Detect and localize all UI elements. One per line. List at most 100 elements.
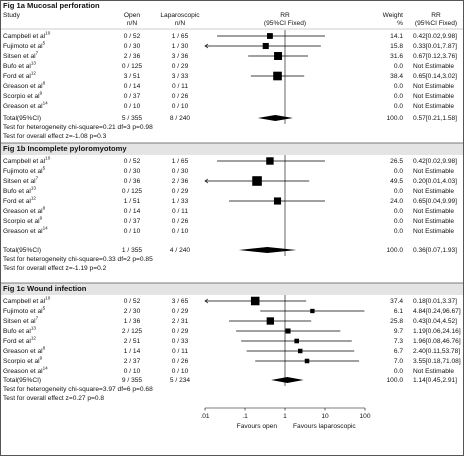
open-count: 2 / 37 [124,358,141,365]
overall-test: Test for overall effect z=0.27 p=0.8 [3,395,104,402]
study-name-text: Fujimoto et al [3,43,43,50]
open-count: 5 / 355 [122,115,142,122]
x-tick-label: 100 [359,413,370,420]
lap-count: 0 / 29 [172,308,189,315]
rr-ci: 0.18[0.01,3.37] [413,298,457,305]
panel-title: Fig 1c Wound infection [3,284,87,293]
study-name: Ford et al12 [3,71,36,80]
x-tick-label: .01 [200,413,209,420]
open-count: 9 / 355 [122,377,142,384]
study-ref: 9 [40,356,43,361]
study-ref: 13 [31,186,37,191]
rr-ci: 1.96[0.08,46.76] [413,338,461,345]
lap-count: 0 / 33 [172,338,189,345]
study-name-text: Fujimoto et al [3,308,43,315]
study-name-text: Ford et al [3,198,31,205]
study-name: Bufo et al13 [3,186,36,195]
total-label: Total(95%CI) [3,115,41,122]
open-count: 0 / 10 [124,228,141,235]
study-ref: 12 [31,336,37,341]
weight: 7.3 [394,338,403,345]
rr-ci: 0.65[0.04,9.99] [413,198,457,205]
open-count: 0 / 52 [124,33,141,40]
weight: 38.4 [390,73,403,80]
study-name: Fujimoto et al5 [3,41,46,50]
weight: 100.0 [386,247,403,254]
rr-ci: Not Estimable [413,63,454,70]
study-ref: 12 [31,71,37,76]
rr-ci: 1.14[0.45,2.91] [413,377,457,384]
study-name: Greason et al14 [3,366,48,375]
weight: 7.0 [394,358,403,365]
arrow [204,43,209,49]
study-name: Ford et al12 [3,196,36,205]
weight: 49.5 [390,178,403,185]
open-count: 0 / 10 [124,103,141,110]
study-name: Greason et al8 [3,81,46,90]
open-count: 2 / 51 [124,338,141,345]
heterogeneity-test: Test for heterogeneity chi-square=0.21 d… [3,124,153,131]
header-plot: (95%CI Fixed) [264,20,306,27]
study-ref: 14 [43,366,49,371]
rr-ci: Not Estimable [413,93,454,100]
study-name-text: Scorpio et al [3,218,40,225]
rr-ci: Not Estimable [413,208,454,215]
study-ref: 13 [31,61,37,66]
pooled-diamond [238,247,297,253]
arrow [204,178,209,184]
lap-count: 1 / 65 [172,33,189,40]
rr-ci: 0.57[0.21,1.58] [413,115,457,122]
open-count: 2 / 30 [124,308,141,315]
heterogeneity-test: Test for heterogeneity chi-square=3.97 d… [3,386,153,393]
rr-ci: Not Estimable [413,188,454,195]
study-name-text: Greason et al [3,208,43,215]
header-lap: n/N [175,20,185,27]
study-ref: 10 [45,296,51,301]
study-square [310,308,315,314]
study-square [262,42,269,50]
lap-count: 3 / 36 [172,53,189,60]
study-name-text: Bufo et al [3,328,31,335]
rr-ci: 0.43[0.04,4.52] [413,318,457,325]
weight: 37.4 [390,298,403,305]
weight: 100.0 [386,377,403,384]
open-count: 0 / 36 [124,178,141,185]
open-count: 0 / 37 [124,218,141,225]
study-name-text: Fujimoto et al [3,168,43,175]
weight: 0.0 [394,368,403,375]
study-ref: 7 [36,176,39,181]
x-label-left: Favours open [237,423,278,430]
header-rr: (95%CI Fixed) [415,20,457,27]
study-name: Campbell et al10 [3,156,51,165]
header-rr: RR [431,12,441,19]
study-name: Sitsen et al7 [3,176,39,185]
study-name-text: Ford et al [3,338,31,345]
study-name-text: Ford et al [3,73,31,80]
study-ref: 8 [43,206,46,211]
rr-ci: 0.42[0.02,9.98] [413,158,457,165]
lap-count: 0 / 26 [172,93,189,100]
study-name-text: Greason et al [3,103,43,110]
rr-ci: 0.20[0.01,4.03] [413,178,457,185]
open-count: 2 / 36 [124,53,141,60]
rr-ci: 3.55[0.18,71.08] [413,358,461,365]
open-count: 0 / 10 [124,368,141,375]
weight: 0.0 [394,83,403,90]
header-weight: % [397,20,403,27]
study-name-text: Campbell et al [3,158,46,165]
open-count: 1 / 14 [124,348,141,355]
study-square [285,328,291,334]
study-name: Greason et al8 [3,206,46,215]
heterogeneity-test: Test for heterogeneity chi-square=0.33 d… [3,256,153,263]
study-ref: 8 [43,81,46,86]
lap-count: 0 / 10 [172,368,189,375]
x-tick-label: 10 [321,413,329,420]
lap-count: 2 / 36 [172,178,189,185]
study-name-text: Greason et al [3,368,43,375]
lap-count: 0 / 11 [172,83,188,90]
study-square [273,71,282,81]
study-ref: 5 [43,41,46,46]
study-name: Scorpio et al9 [3,216,43,225]
study-name: Bufo et al13 [3,326,36,335]
